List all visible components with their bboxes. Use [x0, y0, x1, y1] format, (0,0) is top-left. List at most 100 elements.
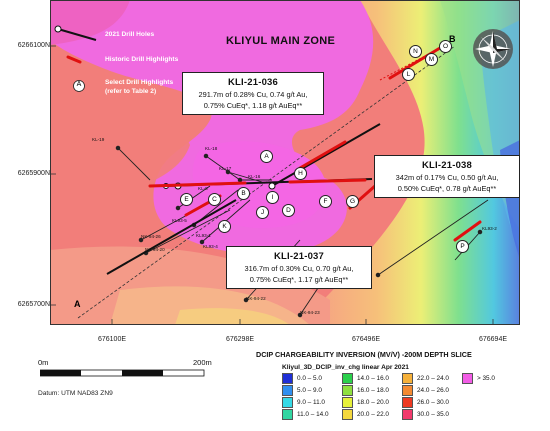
- x-label-1: 676100E: [97, 336, 127, 343]
- scale-end: 200m: [193, 358, 212, 367]
- north-arrow-icon: [473, 29, 513, 69]
- legend-swatch: [282, 372, 293, 384]
- scale-start: 0m: [38, 358, 49, 367]
- drill-hole-label: KL-18: [205, 146, 218, 151]
- legend-swatch: [402, 408, 413, 420]
- legend-class-label: > 35.0: [477, 374, 495, 382]
- legend-select-2: (refer to Table 2): [105, 88, 157, 95]
- highlight-marker: F: [319, 195, 332, 208]
- highlight-marker: L: [402, 68, 415, 81]
- drill-hole-label: KL-16: [248, 174, 261, 179]
- legend-swatch: [402, 396, 413, 408]
- highlight-marker: M: [425, 53, 438, 66]
- highlight-marker: C: [208, 193, 221, 206]
- highlight-marker: G: [346, 195, 359, 208]
- x-label-4: 676694E: [478, 336, 508, 343]
- legend-class: 24.0 – 26.0: [402, 384, 462, 396]
- legend-class-label: 0.0 – 5.0: [297, 374, 322, 382]
- drill-hole-label: KL93-5: [172, 218, 187, 223]
- callout-line: 291.7m of 0.28% Cu, 0.74 g/t Au,: [198, 90, 308, 99]
- highlight-marker: K: [218, 220, 231, 233]
- legend-class: > 35.0: [462, 372, 522, 384]
- y-label-2: 6265900N: [17, 170, 50, 177]
- y-label-1: 6266100N: [17, 42, 50, 49]
- legend-select-1: Select Drill Highlights: [105, 79, 174, 86]
- drill-hole-label: KL-8: [198, 186, 208, 191]
- drill-hole-label: KL93-4: [203, 244, 218, 249]
- legend-subtitle: Kliyul_3D_DCIP_inv_chg linear Apr 2021: [282, 364, 409, 371]
- legend-swatch: [282, 396, 293, 408]
- callout-line: 0.75% CuEq*, 1.17 g/t AuEq**: [249, 275, 349, 284]
- legend-swatch: [282, 384, 293, 396]
- legend-class-label: 16.0 – 18.0: [357, 386, 389, 394]
- legend-class: 16.0 – 18.0: [342, 384, 402, 396]
- y-label-3: 6265700N: [17, 301, 50, 308]
- x-label-2: 676298E: [225, 336, 255, 343]
- highlight-marker: D: [282, 204, 295, 217]
- legend-class: 26.0 – 30.0: [402, 396, 462, 408]
- scale-bar: [40, 369, 205, 377]
- legend-class-label: 26.0 – 30.0: [417, 398, 449, 406]
- drill-hole-label: KL93-1: [196, 233, 211, 238]
- legend-title: DCIP CHARGEABILITY INVERSION (MV/V) -200…: [256, 350, 472, 359]
- map-title: KLIYUL MAIN ZONE: [226, 35, 336, 47]
- legend-class-label: 5.0 – 9.0: [297, 386, 322, 394]
- legend-class: 5.0 – 9.0: [282, 384, 342, 396]
- callout-line: 342m of 0.17% Cu, 0.50 g/t Au,: [395, 173, 499, 182]
- drill-hole-label: KL-17: [219, 166, 232, 171]
- drill-hole-label: NK-94-20: [145, 247, 165, 252]
- legend-swatch: [402, 384, 413, 396]
- callout-title: KLI-21-036: [227, 77, 279, 88]
- legend-swatch: [342, 384, 353, 396]
- legend-class-label: 11.0 – 14.0: [297, 410, 329, 418]
- highlight-marker: J: [256, 206, 269, 219]
- legend-class-label: 22.0 – 24.0: [417, 374, 449, 382]
- legend-class: 9.0 – 11.0: [282, 396, 342, 408]
- section-label-a: A: [74, 299, 81, 309]
- highlight-marker: O: [439, 40, 452, 53]
- callout-title: KLI-21-037: [273, 251, 325, 262]
- drill-hole-label: NK-94-26: [141, 234, 161, 239]
- callout-title: KLI-21-038: [421, 160, 473, 171]
- x-label-3: 676496E: [351, 336, 381, 343]
- highlight-marker: E: [180, 193, 193, 206]
- highlight-marker: A: [260, 150, 273, 163]
- legend-swatch: [462, 372, 473, 384]
- legend-class: 20.0 – 22.0: [342, 408, 402, 420]
- highlight-marker: I: [266, 191, 279, 204]
- callout-kli-21-038: KLI-21-038 342m of 0.17% Cu, 0.50 g/t Au…: [374, 155, 520, 198]
- callout-line: 0.75% CuEq*, 1.18 g/t AuEq**: [203, 101, 303, 110]
- legend-marker-letter: A: [76, 81, 82, 88]
- callout-line: 0.50% CuEq*, 0.78 g/t AuEq**: [397, 184, 497, 193]
- legend-swatch: [342, 372, 353, 384]
- datum-note: Datum: UTM NAD83 ZN9: [38, 390, 113, 397]
- drill-hole-label: KL93-2: [482, 226, 497, 231]
- legend-class-label: 30.0 – 35.0: [417, 410, 449, 418]
- legend-2021-holes: 2021 Drill Holes: [105, 31, 155, 38]
- legend-historic: Historic Drill Highlights: [105, 56, 179, 63]
- legend-swatch: [342, 396, 353, 408]
- legend-class: 18.0 – 20.0: [342, 396, 402, 408]
- legend-swatch: [282, 408, 293, 420]
- legend-class-label: 9.0 – 11.0: [297, 398, 325, 406]
- legend-class: 0.0 – 5.0: [282, 372, 342, 384]
- legend-class: 30.0 – 35.0: [402, 408, 462, 420]
- callout-kli-21-037: KLI-21-037 316.7m of 0.30% Cu, 0.70 g/t …: [226, 246, 372, 289]
- legend-class: 22.0 – 24.0: [402, 372, 462, 384]
- drill-hole-label: KL-19: [92, 137, 105, 142]
- section-label-b: B: [449, 34, 456, 44]
- legend-class-label: 14.0 – 16.0: [357, 374, 389, 382]
- highlight-marker: B: [237, 187, 250, 200]
- legend-class-label: 20.0 – 22.0: [357, 410, 389, 418]
- drill-hole-label: NK-94-23: [300, 310, 320, 315]
- legend-swatch: [402, 372, 413, 384]
- legend-class: 14.0 – 16.0: [342, 372, 402, 384]
- legend-class-label: 18.0 – 20.0: [357, 398, 389, 406]
- highlight-marker: H: [294, 167, 307, 180]
- legend-swatch: [342, 408, 353, 420]
- legend-class: 11.0 – 14.0: [282, 408, 342, 420]
- highlight-marker: P: [456, 240, 469, 253]
- highlight-marker: N: [409, 45, 422, 58]
- legend-class-label: 24.0 – 26.0: [417, 386, 449, 394]
- drill-hole-label: NK-94-22: [246, 296, 266, 301]
